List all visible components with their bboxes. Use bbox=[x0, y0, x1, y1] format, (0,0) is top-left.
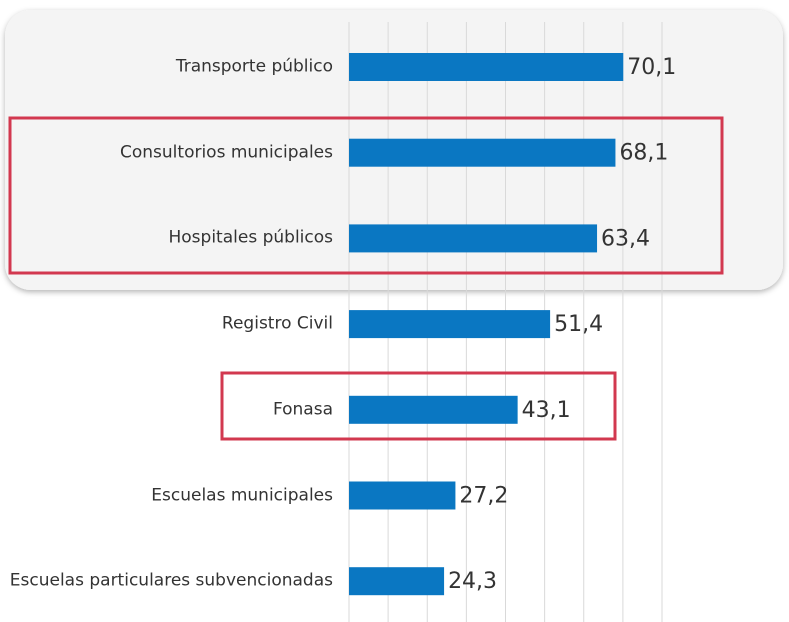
category-label: Escuelas municipales bbox=[151, 485, 333, 505]
bar bbox=[349, 395, 518, 424]
value-label: 24,3 bbox=[448, 569, 497, 594]
bar bbox=[349, 224, 598, 253]
bar bbox=[349, 481, 456, 510]
category-label: Consultorios municipales bbox=[120, 142, 333, 163]
value-label: 68,1 bbox=[619, 141, 668, 166]
bar bbox=[349, 310, 551, 339]
category-label: Escuelas particulares subvencionadas bbox=[9, 570, 333, 591]
category-label: Fonasa bbox=[272, 399, 333, 420]
value-label: 27,2 bbox=[459, 484, 508, 509]
highlight-box bbox=[8, 116, 724, 275]
bar bbox=[349, 53, 624, 81]
category-label: Hospitales públicos bbox=[168, 227, 334, 248]
value-label: 43,1 bbox=[522, 398, 571, 423]
value-label: 70,1 bbox=[627, 55, 676, 80]
category-label: Registro Civil bbox=[221, 313, 333, 334]
value-label: 51,4 bbox=[554, 312, 603, 337]
highlight-box bbox=[220, 371, 617, 441]
bar bbox=[349, 567, 445, 596]
value-label: 63,4 bbox=[601, 226, 650, 251]
bar bbox=[349, 138, 616, 167]
category-label: Transporte público bbox=[175, 56, 333, 77]
